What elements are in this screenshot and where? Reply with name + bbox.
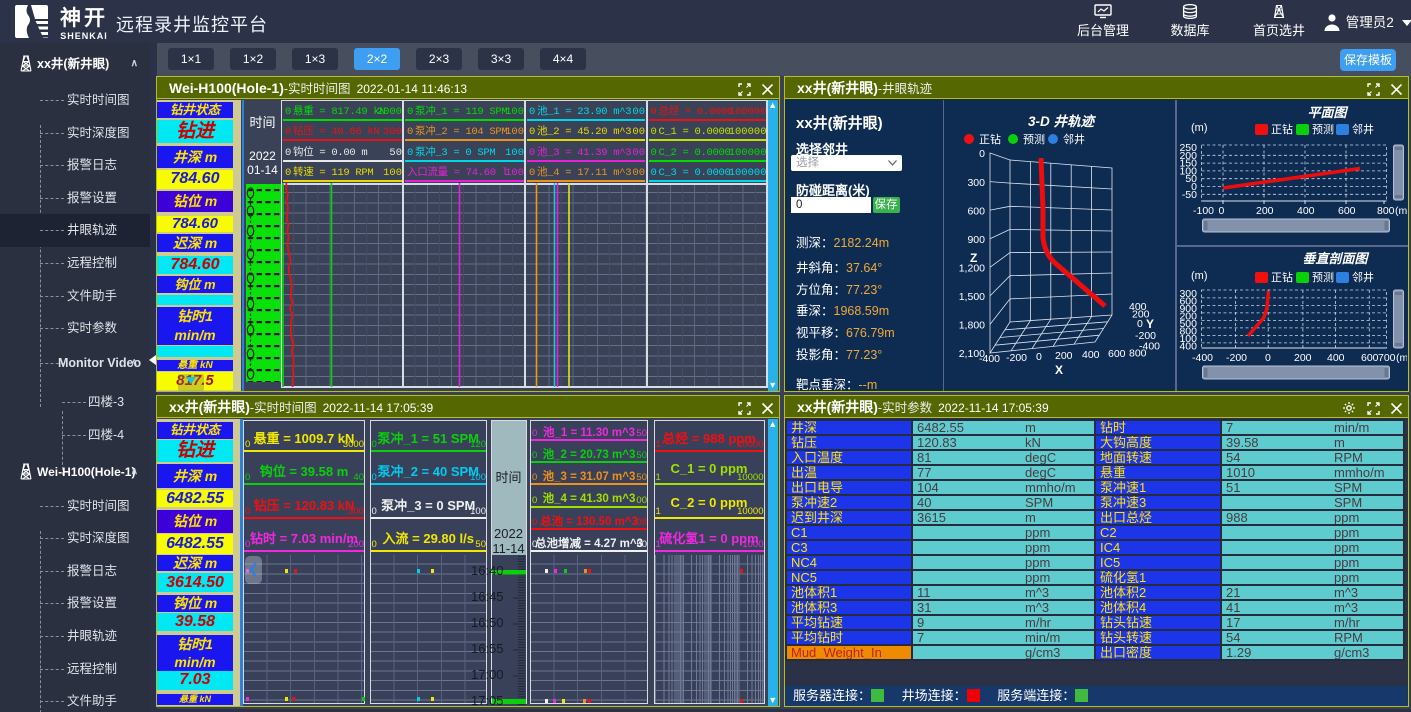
svg-text:600: 600 (1179, 295, 1197, 307)
svg-text:250: 250 (1179, 142, 1197, 154)
svg-text:-400: -400 (1139, 341, 1160, 353)
svg-text:-50: -50 (1182, 189, 1197, 201)
svg-text:垂直剖面图: 垂直剖面图 (1302, 251, 1369, 266)
svg-text:-200: -200 (1135, 330, 1156, 342)
svg-text:600: 600 (967, 206, 985, 218)
svg-text:正钻: 正钻 (979, 132, 1001, 146)
svg-text:800: 800 (1179, 325, 1197, 337)
svg-text:700: 700 (1378, 352, 1396, 364)
svg-text:(m): (m) (1396, 352, 1407, 364)
svg-text:X: X (1055, 363, 1063, 377)
svg-text:-100: -100 (1193, 205, 1214, 217)
svg-text:800: 800 (1129, 348, 1147, 360)
svg-text:正钻: 正钻 (1271, 270, 1293, 284)
svg-text:300: 300 (1179, 288, 1197, 300)
svg-text:1,200: 1,200 (959, 263, 985, 275)
svg-text:200: 200 (1256, 205, 1274, 217)
svg-text:正钻: 正钻 (1271, 122, 1293, 136)
svg-text:400: 400 (1082, 349, 1100, 361)
svg-text:预测: 预测 (1312, 271, 1334, 284)
svg-text:600: 600 (1338, 205, 1356, 217)
svg-text:Z: Z (970, 251, 977, 265)
svg-text:600: 600 (1108, 348, 1126, 360)
svg-text:800: 800 (1377, 205, 1395, 217)
svg-text:(m): (m) (1191, 270, 1208, 282)
svg-text:邻井: 邻井 (1352, 270, 1374, 284)
svg-text:1,800: 1,800 (959, 320, 985, 332)
svg-text:邻井: 邻井 (1352, 122, 1374, 136)
svg-text:200: 200 (1179, 310, 1197, 322)
svg-text:400: 400 (1179, 340, 1197, 352)
svg-text:0: 0 (979, 148, 985, 160)
svg-text:(m): (m) (1191, 122, 1208, 134)
svg-text:-400: -400 (979, 353, 1000, 365)
svg-text:0: 0 (1265, 352, 1271, 364)
svg-text:Y: Y (1146, 317, 1154, 331)
svg-text:1,500: 1,500 (959, 291, 985, 303)
svg-text:50: 50 (1185, 173, 1197, 185)
svg-text:200: 200 (1055, 350, 1073, 362)
svg-text:-400: -400 (1192, 352, 1213, 364)
svg-text:0: 0 (1219, 205, 1225, 217)
svg-text:预测: 预测 (1312, 123, 1334, 136)
svg-text:3-D 井轨迹: 3-D 井轨迹 (1028, 114, 1097, 129)
svg-text:平面图: 平面图 (1307, 105, 1348, 120)
svg-text:2,100: 2,100 (959, 348, 985, 360)
svg-text:500: 500 (1179, 318, 1197, 330)
svg-text:150: 150 (1179, 158, 1197, 170)
svg-text:900: 900 (1179, 303, 1197, 315)
svg-text:400: 400 (1327, 352, 1345, 364)
svg-text:900: 900 (967, 234, 985, 246)
svg-text:预测: 预测 (1023, 133, 1045, 146)
svg-text:0: 0 (1036, 351, 1042, 363)
svg-text:(m): (m) (1395, 205, 1407, 217)
svg-text:200: 200 (1179, 150, 1197, 162)
svg-text:邻井: 邻井 (1063, 132, 1085, 146)
svg-text:200: 200 (1294, 352, 1312, 364)
svg-text:300: 300 (967, 177, 985, 189)
svg-text:100: 100 (1179, 333, 1197, 345)
svg-text:400: 400 (1297, 205, 1315, 217)
svg-text:200: 200 (1132, 309, 1150, 321)
svg-text:-200: -200 (1226, 352, 1247, 364)
svg-text:400: 400 (1129, 301, 1147, 313)
svg-text:600: 600 (1361, 352, 1379, 364)
svg-text:0: 0 (1191, 181, 1197, 193)
svg-text:100: 100 (1179, 165, 1197, 177)
svg-text:0: 0 (1137, 318, 1143, 330)
svg-text:-200: -200 (1006, 352, 1027, 364)
